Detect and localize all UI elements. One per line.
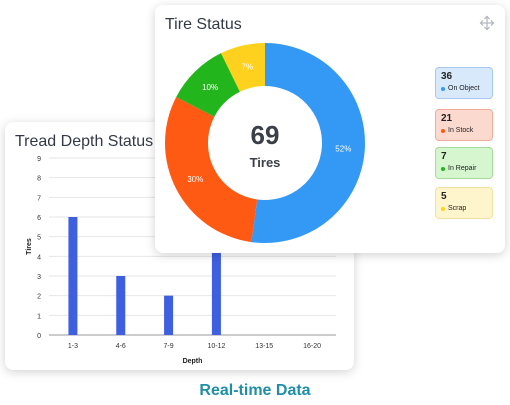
x-axis-title: Depth [183, 358, 203, 365]
bar-10-12[interactable] [211, 252, 221, 335]
legend-item-scrap[interactable]: 5 Scrap [435, 187, 493, 219]
x-tick-label: 7-9 [164, 343, 174, 350]
legend-count: 21 [441, 113, 453, 124]
y-tick-label: 5 [37, 235, 41, 242]
tire-status-card: Tire Status 52% 30% 10% 7% 69 Tires 36 On Ob… [155, 5, 505, 253]
tire-status-title: Tire Status [165, 16, 242, 33]
legend-label: Scrap [448, 205, 467, 212]
legend-count: 36 [441, 71, 453, 82]
legend-dot-icon [441, 166, 445, 171]
legend-dot-icon [441, 206, 445, 211]
x-tick-label: 10-12 [207, 343, 225, 350]
y-tick-label: 3 [37, 274, 41, 281]
legend-item-in-stock[interactable]: 21 In Stock [435, 109, 493, 141]
legend-item-on-object[interactable]: 36 On Object [435, 67, 493, 99]
tire-status-donut: 52% 30% 10% 7% [165, 43, 366, 243]
tread-depth-title: Tread Depth Status [15, 133, 154, 150]
bar-7-9[interactable] [164, 295, 174, 335]
donut-slice-in-stock[interactable] [165, 96, 258, 243]
y-tick-label: 4 [37, 254, 41, 261]
legend-count: 7 [441, 151, 447, 162]
legend-label: In Repair [448, 165, 477, 172]
legend-label-row: In Stock [441, 126, 492, 135]
y-tick-label: 2 [37, 294, 41, 301]
donut-percent-label: 52% [335, 144, 351, 153]
x-tick-label: 13-15 [255, 343, 273, 350]
donut-slice-in-repair[interactable] [176, 53, 240, 117]
bar-1-3[interactable] [68, 217, 78, 335]
legend-label-row: On Object [441, 84, 492, 93]
y-axis-title: Tires [26, 238, 33, 255]
bar-4-6[interactable] [116, 276, 126, 335]
donut-center: 69 Tires [204, 121, 326, 170]
donut-percent-label: 10% [202, 83, 218, 92]
legend-label-row: In Repair [441, 164, 492, 173]
move-arrows-icon[interactable] [479, 15, 495, 31]
y-tick-label: 8 [37, 176, 41, 183]
donut-percent-label: 7% [242, 63, 254, 72]
x-tick-label: 4-6 [116, 343, 126, 350]
donut-slice-scrap[interactable] [221, 43, 265, 92]
legend-label: On Object [448, 85, 480, 92]
x-tick-label: 16-20 [303, 343, 321, 350]
legend-dot-icon [441, 128, 445, 133]
donut-total-label: Tires [249, 155, 281, 170]
legend-count: 5 [441, 191, 447, 202]
x-tick-label: 1-3 [68, 343, 78, 350]
donut-total: 69 [250, 120, 280, 150]
legend-item-in-repair[interactable]: 7 In Repair [435, 147, 493, 179]
legend-label-row: Scrap [441, 204, 492, 213]
y-tick-label: 0 [37, 333, 41, 340]
donut-percent-label: 30% [187, 175, 203, 184]
y-tick-label: 1 [37, 313, 41, 320]
y-tick-label: 9 [37, 156, 41, 163]
y-tick-label: 6 [37, 215, 41, 222]
legend-label: In Stock [448, 127, 474, 134]
donut-slice-on-object[interactable] [251, 43, 366, 243]
legend-dot-icon [441, 86, 445, 91]
y-tick-label: 7 [37, 195, 41, 202]
footer-caption: Real-time Data [199, 382, 311, 399]
